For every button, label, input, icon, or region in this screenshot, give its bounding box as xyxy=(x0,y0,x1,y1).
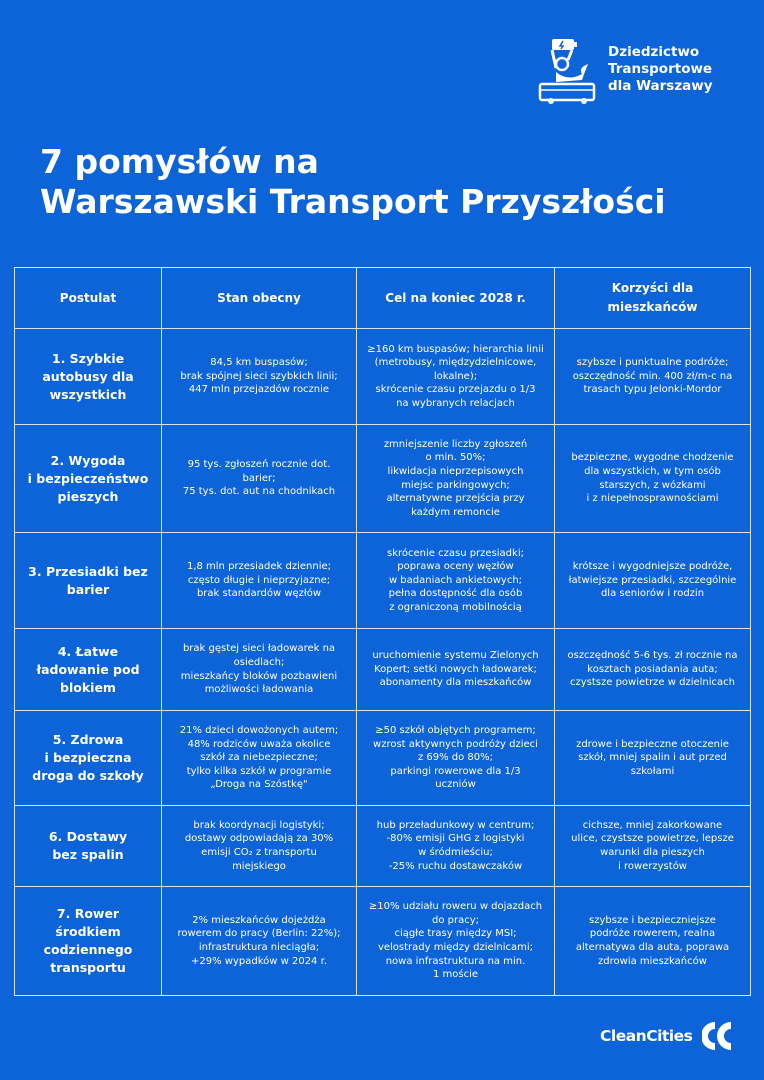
cleancities-logo: CleanCities xyxy=(600,1020,732,1052)
postulat-cell: 2. Wygoda i bezpieczeństwo pieszych xyxy=(14,424,162,533)
korzysci-cell: zdrowe i bezpieczne otoczenie szkół, mni… xyxy=(554,710,751,806)
table-header-row: Postulat Stan obecny Cel na koniec 2028 … xyxy=(14,267,751,329)
cel-cell: hub przeładunkowy w centrum; -80% emisji… xyxy=(356,805,555,887)
postulat-cell: 6. Dostawy bez spalin xyxy=(14,805,162,887)
header-cel: Cel na koniec 2028 r. xyxy=(356,267,555,329)
postulat-cell: 1. Szybkie autobusy dla wszystkich xyxy=(14,328,162,425)
cel-cell: ≥10% udziału roweru w dojazdach do pracy… xyxy=(356,886,555,996)
cleancities-mark-icon xyxy=(702,1022,732,1050)
korzysci-cell: bezpieczne, wygodne chodzenie dla wszyst… xyxy=(554,424,751,533)
table-row: 5. Zdrowa i bezpieczna droga do szkoły 2… xyxy=(14,710,751,806)
stan-cell: 2% mieszkańców dojeżdża rowerem do pracy… xyxy=(161,886,357,996)
table-row: 6. Dostawy bez spalin brak koordynacji l… xyxy=(14,805,751,887)
stan-cell: 95 tys. zgłoszeń rocznie dot. barier; 75… xyxy=(161,424,357,533)
postulat-cell: 7. Rower środkiem codziennego transportu xyxy=(14,886,162,996)
title-line-1: 7 pomysłów na xyxy=(40,142,319,181)
header-postulat: Postulat xyxy=(14,267,162,329)
stan-cell: 1,8 mln przesiadek dziennie; często dług… xyxy=(161,532,357,629)
header-korzysci: Korzyści dla mieszkańców xyxy=(554,267,751,329)
postulat-cell: 5. Zdrowa i bezpieczna droga do szkoły xyxy=(14,710,162,806)
postulat-cell: 4. Łatwe ładowanie pod blokiem xyxy=(14,628,162,711)
korzysci-cell: oszczędność 5-6 tys. zł rocznie na koszt… xyxy=(554,628,751,711)
stan-cell: brak koordynacji logistyki; dostawy odpo… xyxy=(161,805,357,887)
korzysci-cell: szybsze i bezpieczniejsze podróże rowere… xyxy=(554,886,751,996)
cleancities-wordmark: CleanCities xyxy=(600,1027,693,1045)
stan-cell: 84,5 km buspasów; brak spójnej sieci szy… xyxy=(161,328,357,425)
table-row: 3. Przesiadki bez barier 1,8 mln przesia… xyxy=(14,532,751,629)
page-title: 7 pomysłów na Warszawski Transport Przys… xyxy=(40,142,666,222)
stan-cell: 21% dzieci dowożonych autem; 48% rodzicó… xyxy=(161,710,357,806)
cel-cell: ≥50 szkół objętych programem; wzrost akt… xyxy=(356,710,555,806)
organization-name: Dziedzictwo Transportowe dla Warszawy xyxy=(608,44,713,94)
mermaid-bus-logo-icon xyxy=(538,39,596,104)
cel-cell: skrócenie czasu przesiadki; poprawa ocen… xyxy=(356,532,555,629)
cel-cell: ≥160 km buspasów; hierarchia linii (metr… xyxy=(356,328,555,425)
korzysci-cell: cichsze, mniej zakorkowane ulice, czysts… xyxy=(554,805,751,887)
organization-logo: Dziedzictwo Transportowe dla Warszawy xyxy=(538,38,738,104)
cel-cell: zmniejszenie liczby zgłoszeń o min. 50%;… xyxy=(356,424,555,533)
header-stan-obecny: Stan obecny xyxy=(161,267,357,329)
table-row: 4. Łatwe ładowanie pod blokiem brak gęst… xyxy=(14,628,751,711)
stan-cell: brak gęstej sieci ładowarek na osiedlach… xyxy=(161,628,357,711)
korzysci-cell: szybsze i punktualne podróże; oszczędnoś… xyxy=(554,328,751,425)
cel-cell: uruchomienie systemu Zielonych Kopert; s… xyxy=(356,628,555,711)
title-line-2: Warszawski Transport Przyszłości xyxy=(40,182,666,221)
table-row: 7. Rower środkiem codziennego transportu… xyxy=(14,886,751,996)
postulat-cell: 3. Przesiadki bez barier xyxy=(14,532,162,629)
proposals-table: Postulat Stan obecny Cel na koniec 2028 … xyxy=(14,267,751,996)
korzysci-cell: krótsze i wygodniejsze podróże, łatwiejs… xyxy=(554,532,751,629)
table-row: 2. Wygoda i bezpieczeństwo pieszych 95 t… xyxy=(14,424,751,533)
table-row: 1. Szybkie autobusy dla wszystkich 84,5 … xyxy=(14,328,751,425)
